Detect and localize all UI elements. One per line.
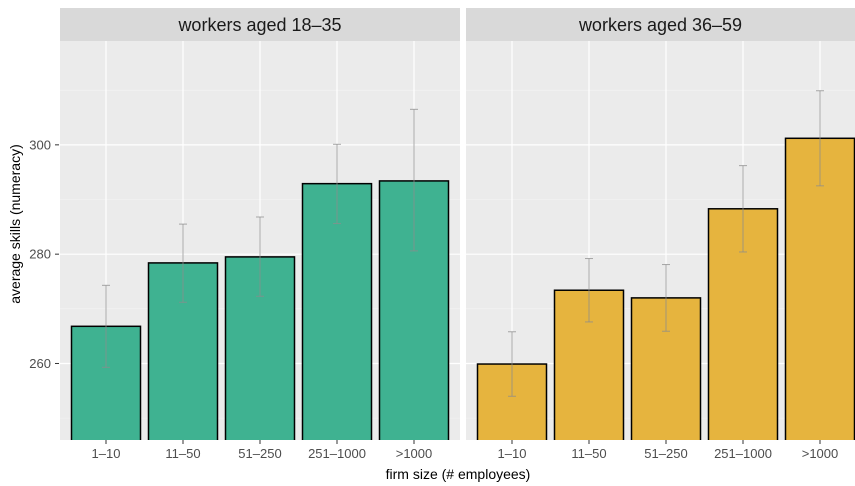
x-tick-label: 11–50: [571, 446, 606, 461]
y-axis: 260 280 300: [29, 137, 59, 371]
panel-title: workers aged 18–35: [177, 15, 341, 35]
error-bar: [585, 258, 593, 323]
x-tick-label: 11–50: [165, 446, 200, 461]
error-bar: [256, 216, 264, 297]
bars: [476, 90, 855, 440]
bars: [70, 108, 450, 440]
error-bar: [333, 143, 341, 225]
x-tick-label: >1000: [802, 446, 839, 461]
y-axis-title: average skills (numeracy): [7, 144, 23, 304]
error-bar: [662, 264, 670, 332]
panels: workers aged 18–35 1–10 11–50 51–250 251–100…: [60, 8, 855, 461]
y-tick-label: 260: [29, 356, 51, 371]
x-tick-label: >1000: [396, 446, 433, 461]
error-bar: [508, 331, 516, 397]
x-tick-label: 1–10: [92, 446, 121, 461]
bar: [301, 182, 373, 440]
y-tick-label: 300: [29, 137, 51, 152]
x-tick-label: 251–1000: [308, 446, 366, 461]
x-tick-label: 51–250: [644, 446, 687, 461]
x-tick-label: 51–250: [238, 446, 281, 461]
panel-2: workers aged 36–59 1–10 11–50 51–250 251–100…: [466, 8, 855, 461]
error-bar: [816, 90, 824, 187]
panel-title: workers aged 36–59: [578, 15, 742, 35]
x-tick-label: 251–1000: [714, 446, 772, 461]
error-bar: [739, 165, 747, 253]
error-bar: [102, 284, 110, 368]
x-tick-label: 1–10: [498, 446, 527, 461]
error-bar: [179, 223, 187, 303]
y-tick-label: 280: [29, 247, 51, 262]
panel-strip: [466, 8, 855, 41]
error-bar: [410, 108, 418, 252]
panel-1: workers aged 18–35 1–10 11–50 51–250 251–100…: [60, 8, 460, 461]
panel-strip: [60, 8, 460, 41]
x-axis-title: firm size (# employees): [386, 466, 531, 482]
